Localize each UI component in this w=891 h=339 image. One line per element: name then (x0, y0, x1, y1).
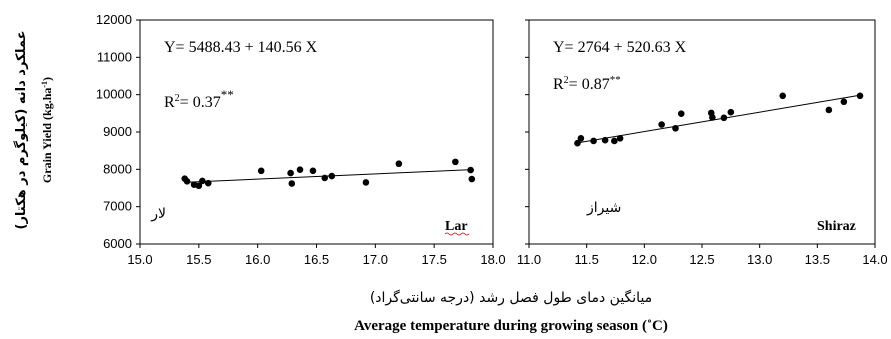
x-tick-label: 17.5 (422, 252, 447, 267)
x-tick-label: 17.0 (363, 252, 388, 267)
data-point (574, 139, 581, 147)
x-tick-label: 18.0 (480, 252, 505, 267)
data-point (195, 182, 203, 190)
y-tick-label: 11000 (97, 49, 132, 64)
data-point (840, 98, 848, 106)
y-tick-label: 7000 (103, 199, 132, 214)
site-label-en: Shiraz (817, 219, 856, 234)
site-label-fa: لار (150, 206, 166, 222)
r-squared: R2= 0.37** (164, 87, 234, 111)
data-point (611, 137, 618, 145)
y-tick-label: 6000 (103, 236, 132, 251)
y-tick-label: 12000 (96, 12, 132, 27)
data-point (720, 114, 728, 122)
y-tick-label: 9000 (103, 124, 132, 139)
x-tick-label: 13.5 (805, 252, 830, 267)
data-point (468, 175, 476, 183)
data-point (287, 169, 294, 177)
x-tick-label: 14.0 (862, 252, 887, 267)
site-label-en: Lar (445, 219, 468, 234)
data-point (328, 172, 336, 180)
x-tick-label: 16.5 (304, 252, 329, 267)
y-tick-label: 8000 (103, 161, 132, 176)
data-point (658, 121, 665, 128)
site-label-fa: شیراز (586, 200, 621, 216)
r-squared: R2= 0.87** (553, 74, 621, 93)
data-point (199, 177, 206, 185)
regression-equation: Y= 5488.43 + 140.56 X (164, 39, 318, 56)
r-squared-value: = 0.87 (569, 76, 610, 93)
data-point (677, 110, 685, 118)
data-point (296, 166, 304, 174)
data-point (779, 92, 787, 100)
x-tick-label: 13.0 (747, 252, 772, 267)
x-tick-label: 11.0 (517, 252, 541, 267)
trend-line-shiraz (577, 94, 862, 144)
x-tick-label: 15.0 (127, 252, 152, 267)
data-point (183, 177, 191, 185)
regression-equation: Y= 2764 + 520.63 X (553, 39, 687, 56)
x-axis-label-en: Average temperature during growing seaso… (354, 318, 668, 334)
data-point (452, 158, 459, 166)
r-squared-prefix: R (553, 76, 564, 93)
spellcheck-underline (444, 232, 470, 236)
data-point (321, 174, 329, 182)
data-point (672, 124, 679, 132)
y-axis-label-fa: عملکرد دانه (کیلوگرم در هکتار) (13, 31, 29, 230)
data-point (590, 137, 597, 145)
data-point (257, 167, 265, 175)
x-tick-label: 15.5 (186, 252, 211, 267)
y-axis-label-en: Grain Yield (kg.ha-1) (40, 77, 54, 183)
data-point (727, 108, 735, 116)
data-point (709, 114, 716, 121)
y-tick-label: 10000 (96, 87, 132, 102)
data-point (309, 167, 317, 175)
data-point (467, 166, 474, 174)
significance-stars: ** (221, 87, 234, 102)
data-point (362, 179, 370, 186)
data-point (204, 179, 212, 187)
data-point (856, 92, 864, 100)
trend-line-lar (184, 169, 472, 183)
r-squared-value: = 0.37 (180, 94, 221, 111)
x-tick-label: 12.0 (632, 252, 657, 267)
data-point (288, 180, 296, 187)
x-tick-label: 11.5 (574, 252, 598, 267)
r-squared-prefix: R (164, 94, 175, 111)
x-axis-label-fa: میانگین دمای طول فصل رشد (درجه سانتی‌گرا… (370, 289, 652, 306)
r-squared-sup: 2 (564, 75, 569, 86)
y-axis-label-en-close: ) (40, 77, 54, 81)
panel-shiraz: 11.0 11.5 12.0 12.5 13.0 13.5 14.0 Y= 2764 + 52… (517, 19, 888, 267)
y-axis-label-en-sup: -1 (40, 81, 49, 88)
data-point (395, 160, 403, 168)
data-point (616, 135, 624, 142)
significance-stars: ** (610, 74, 621, 86)
x-tick-label: 16.0 (245, 252, 270, 267)
data-point (577, 135, 585, 142)
r-squared-sup: 2 (175, 93, 180, 104)
data-point (601, 136, 609, 144)
panel-lar: 6000 7000 8000 9000 10000 11000 12000 15.0 15.5 1… (96, 12, 506, 267)
data-point (825, 106, 833, 114)
x-tick-label: 12.5 (689, 252, 714, 267)
